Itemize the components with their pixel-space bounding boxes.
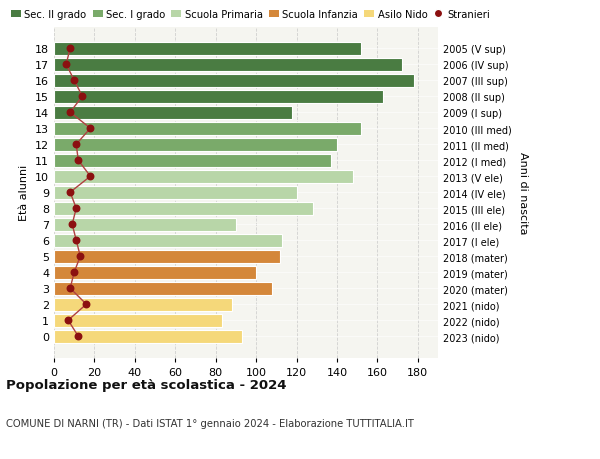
Y-axis label: Età alunni: Età alunni xyxy=(19,165,29,221)
Point xyxy=(77,93,87,101)
Bar xyxy=(54,138,337,151)
Point xyxy=(71,205,81,213)
Bar xyxy=(54,154,331,168)
Bar xyxy=(54,266,256,279)
Y-axis label: Anni di nascita: Anni di nascita xyxy=(518,151,528,234)
Bar xyxy=(54,170,353,183)
Point xyxy=(71,141,81,149)
Bar xyxy=(54,234,283,247)
Bar xyxy=(54,43,361,56)
Text: Popolazione per età scolastica - 2024: Popolazione per età scolastica - 2024 xyxy=(6,379,287,392)
Point xyxy=(65,45,75,53)
Bar xyxy=(54,106,292,119)
Legend: Sec. II grado, Sec. I grado, Scuola Primaria, Scuola Infanzia, Asilo Nido, Stran: Sec. II grado, Sec. I grado, Scuola Prim… xyxy=(11,10,490,20)
Point xyxy=(61,62,71,69)
Point xyxy=(73,333,83,340)
Bar xyxy=(54,314,222,327)
Point xyxy=(70,78,79,85)
Point xyxy=(86,125,95,133)
Point xyxy=(65,109,75,117)
Point xyxy=(82,301,91,308)
Point xyxy=(65,189,75,196)
Bar xyxy=(54,202,313,215)
Point xyxy=(67,221,77,229)
Point xyxy=(86,173,95,180)
Point xyxy=(73,157,83,164)
Bar xyxy=(54,186,296,199)
Point xyxy=(70,269,79,276)
Bar xyxy=(54,123,361,135)
Bar xyxy=(54,59,401,72)
Point xyxy=(71,237,81,244)
Bar xyxy=(54,282,272,295)
Bar xyxy=(54,74,414,88)
Text: COMUNE DI NARNI (TR) - Dati ISTAT 1° gennaio 2024 - Elaborazione TUTTITALIA.IT: COMUNE DI NARNI (TR) - Dati ISTAT 1° gen… xyxy=(6,418,414,428)
Point xyxy=(76,253,85,260)
Bar xyxy=(54,250,280,263)
Bar xyxy=(54,218,236,231)
Point xyxy=(65,285,75,292)
Point xyxy=(64,317,73,324)
Bar xyxy=(54,330,242,343)
Bar xyxy=(54,90,383,104)
Bar xyxy=(54,298,232,311)
